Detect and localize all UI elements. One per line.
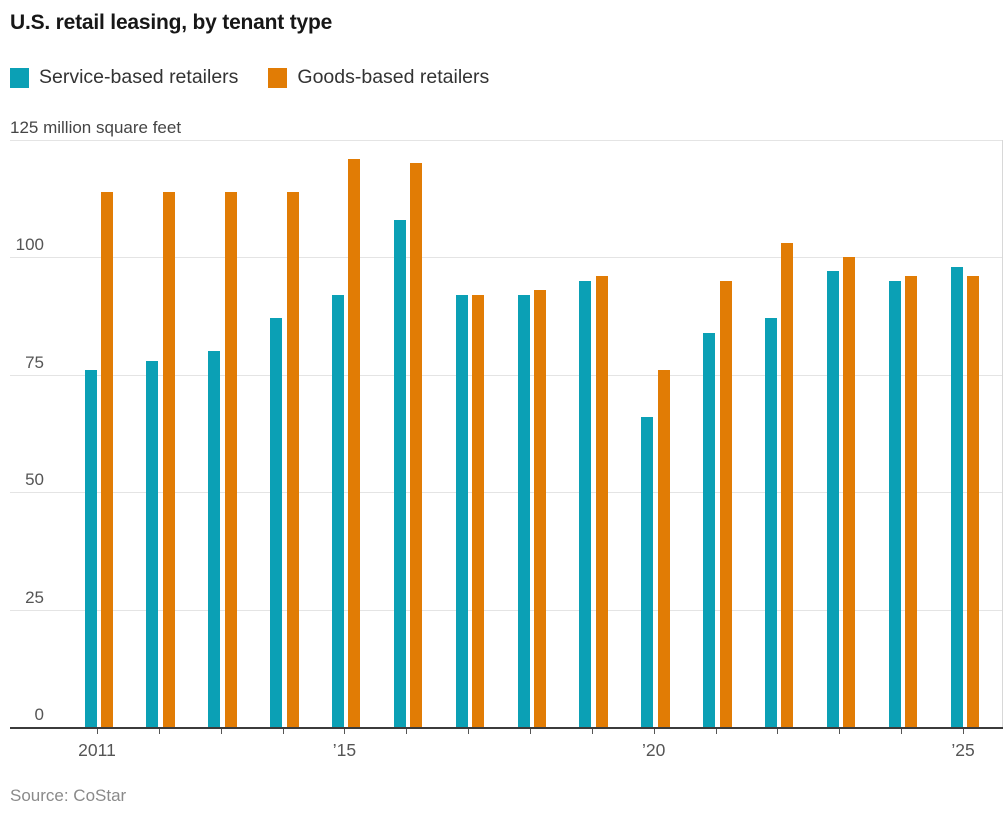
bar-goods-2022 bbox=[781, 243, 794, 727]
x-tick-2025 bbox=[963, 729, 964, 734]
x-tick-2020 bbox=[653, 729, 655, 734]
x-tick-2024 bbox=[901, 729, 903, 734]
bar-service-2025 bbox=[950, 266, 963, 727]
legend-item-service: Service-based retailers bbox=[10, 66, 238, 89]
bar-goods-2018 bbox=[534, 290, 546, 727]
x-tick-2011 bbox=[97, 729, 98, 734]
source-credit: Source: CoStar bbox=[10, 786, 127, 805]
gridline-125 bbox=[10, 140, 1003, 141]
y-tick-label-75: 75 bbox=[25, 352, 44, 372]
gridline-100 bbox=[10, 257, 1003, 259]
bar-service-2021 bbox=[703, 332, 716, 727]
bar-goods-2011 bbox=[101, 191, 113, 727]
x-tick-2019 bbox=[591, 729, 593, 734]
legend-label-service: Service-based retailers bbox=[39, 66, 239, 88]
bar-service-2016 bbox=[393, 219, 406, 727]
bar-goods-2016 bbox=[410, 163, 423, 727]
bar-goods-2017 bbox=[472, 294, 485, 727]
bar-service-2024 bbox=[888, 280, 901, 727]
x-axis-line bbox=[10, 727, 1003, 729]
bar-service-2014 bbox=[270, 318, 283, 727]
gridline-25 bbox=[10, 609, 1003, 611]
legend-item-goods: Goods-based retailers bbox=[268, 66, 489, 89]
bar-service-2017 bbox=[455, 294, 468, 727]
x-tick-2015 bbox=[344, 729, 346, 734]
x-tick-label-2015: ’15 bbox=[332, 740, 357, 760]
bar-goods-2013 bbox=[224, 191, 237, 727]
gridline-75 bbox=[10, 374, 1003, 376]
chart-legend: Service-based retailers Goods-based reta… bbox=[10, 66, 489, 89]
bar-service-2011 bbox=[84, 370, 97, 727]
bar-goods-2020 bbox=[657, 370, 670, 727]
bar-service-2022 bbox=[764, 318, 777, 727]
x-tick-2016 bbox=[406, 729, 408, 734]
bar-goods-2019 bbox=[595, 276, 608, 727]
x-tick-2017 bbox=[468, 729, 470, 734]
bar-service-2012 bbox=[146, 360, 159, 727]
x-tick-label-2020: ’20 bbox=[642, 740, 666, 760]
bar-goods-2014 bbox=[286, 191, 299, 727]
bar-goods-2015 bbox=[348, 158, 361, 727]
bar-goods-2012 bbox=[162, 191, 175, 727]
goods-swatch-icon bbox=[268, 67, 288, 88]
gridline-50 bbox=[10, 492, 1003, 494]
x-tick-label-2025: ’25 bbox=[951, 740, 975, 760]
service-swatch-icon bbox=[10, 67, 29, 88]
x-tick-2012 bbox=[158, 729, 160, 734]
bar-service-2023 bbox=[826, 271, 839, 727]
x-tick-2023 bbox=[839, 729, 841, 734]
x-tick-2022 bbox=[777, 729, 779, 734]
legend-label-goods: Goods-based retailers bbox=[297, 66, 490, 88]
y-tick-label-0: 0 bbox=[34, 705, 44, 724]
x-tick-2013 bbox=[220, 729, 222, 734]
bar-service-2013 bbox=[208, 351, 221, 727]
y-axis-unit-label: 125 million square feet bbox=[10, 118, 182, 137]
bar-goods-2025 bbox=[967, 276, 979, 727]
x-tick-2018 bbox=[530, 729, 531, 734]
x-tick-2014 bbox=[282, 729, 284, 734]
bar-goods-2021 bbox=[719, 280, 732, 727]
plot-right-border bbox=[1002, 140, 1003, 727]
y-tick-label-100: 100 bbox=[15, 235, 44, 255]
bar-service-2020 bbox=[641, 417, 654, 727]
bar-service-2018 bbox=[517, 294, 530, 727]
x-tick-2021 bbox=[715, 729, 717, 734]
y-tick-label-50: 50 bbox=[25, 470, 44, 490]
bar-goods-2024 bbox=[905, 276, 918, 727]
bar-service-2019 bbox=[579, 280, 592, 727]
bar-goods-2023 bbox=[843, 257, 856, 727]
x-tick-label-2011: 2011 bbox=[78, 740, 116, 760]
chart-title: U.S. retail leasing, by tenant type bbox=[10, 11, 333, 34]
y-tick-label-25: 25 bbox=[25, 587, 44, 607]
bar-service-2015 bbox=[331, 294, 344, 727]
